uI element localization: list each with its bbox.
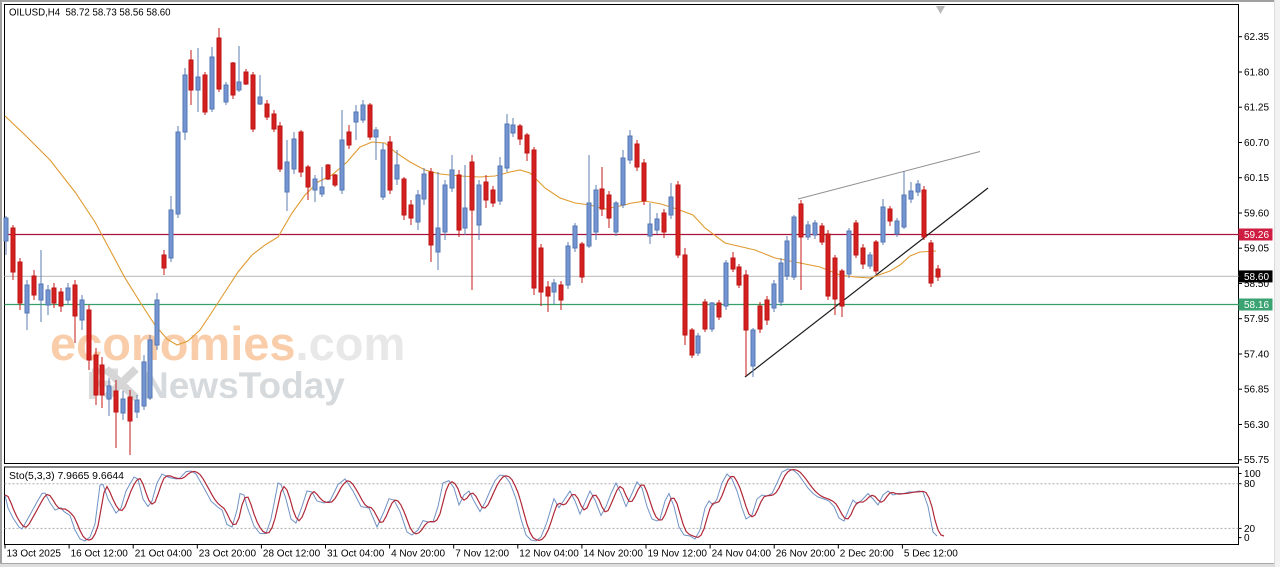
svg-text:economies.com: economies.com xyxy=(50,317,405,370)
svg-text:26 Nov 20:00: 26 Nov 20:00 xyxy=(776,549,836,560)
svg-text:58.50: 58.50 xyxy=(1244,279,1269,290)
svg-text:80: 80 xyxy=(1244,479,1256,490)
svg-text:31 Oct 04:00: 31 Oct 04:00 xyxy=(327,549,385,560)
svg-text:Sto(5,3,3) 7.9665 9.6644: Sto(5,3,3) 7.9665 9.6644 xyxy=(9,471,124,482)
svg-text:OILUSD,H4 58.72 58.73 58.56 5: OILUSD,H4 58.72 58.73 58.56 58.60 xyxy=(9,8,171,19)
svg-text:28 Oct 12:00: 28 Oct 12:00 xyxy=(263,549,321,560)
svg-text:16 Oct 12:00: 16 Oct 12:00 xyxy=(71,549,129,560)
svg-text:58.60: 58.60 xyxy=(1244,272,1269,283)
svg-text:62.35: 62.35 xyxy=(1244,32,1269,43)
svg-text:57.40: 57.40 xyxy=(1244,349,1269,360)
svg-text:60.70: 60.70 xyxy=(1244,138,1269,149)
svg-text:20: 20 xyxy=(1244,524,1256,535)
svg-text:59.26: 59.26 xyxy=(1244,230,1269,241)
svg-text:61.80: 61.80 xyxy=(1244,67,1269,78)
svg-text:14 Nov 20:00: 14 Nov 20:00 xyxy=(583,549,643,560)
svg-text:0: 0 xyxy=(1244,533,1250,544)
svg-text:12 Nov 04:00: 12 Nov 04:00 xyxy=(519,549,579,560)
svg-text:55.75: 55.75 xyxy=(1244,455,1269,466)
svg-text:56.85: 56.85 xyxy=(1244,385,1269,396)
svg-text:24 Nov 04:00: 24 Nov 04:00 xyxy=(712,549,772,560)
svg-text:2 Dec 20:00: 2 Dec 20:00 xyxy=(840,549,894,560)
svg-text:61.25: 61.25 xyxy=(1244,103,1269,114)
svg-text:21 Oct 04:00: 21 Oct 04:00 xyxy=(135,549,193,560)
svg-text:57.95: 57.95 xyxy=(1244,314,1269,325)
svg-text:NewsToday: NewsToday xyxy=(142,365,345,406)
svg-text:56.30: 56.30 xyxy=(1244,420,1269,431)
svg-text:59.05: 59.05 xyxy=(1244,244,1269,255)
svg-text:19 Nov 12:00: 19 Nov 12:00 xyxy=(648,549,708,560)
svg-text:7 Nov 12:00: 7 Nov 12:00 xyxy=(455,549,509,560)
svg-text:13 Oct 2025: 13 Oct 2025 xyxy=(7,549,62,560)
svg-text:4 Nov 20:00: 4 Nov 20:00 xyxy=(391,549,445,560)
svg-text:23 Oct 20:00: 23 Oct 20:00 xyxy=(199,549,257,560)
svg-text:60.15: 60.15 xyxy=(1244,173,1269,184)
svg-text:100: 100 xyxy=(1244,469,1261,480)
svg-text:58.16: 58.16 xyxy=(1244,300,1269,311)
svg-text:5 Dec 12:00: 5 Dec 12:00 xyxy=(904,549,958,560)
svg-text:59.60: 59.60 xyxy=(1244,208,1269,219)
